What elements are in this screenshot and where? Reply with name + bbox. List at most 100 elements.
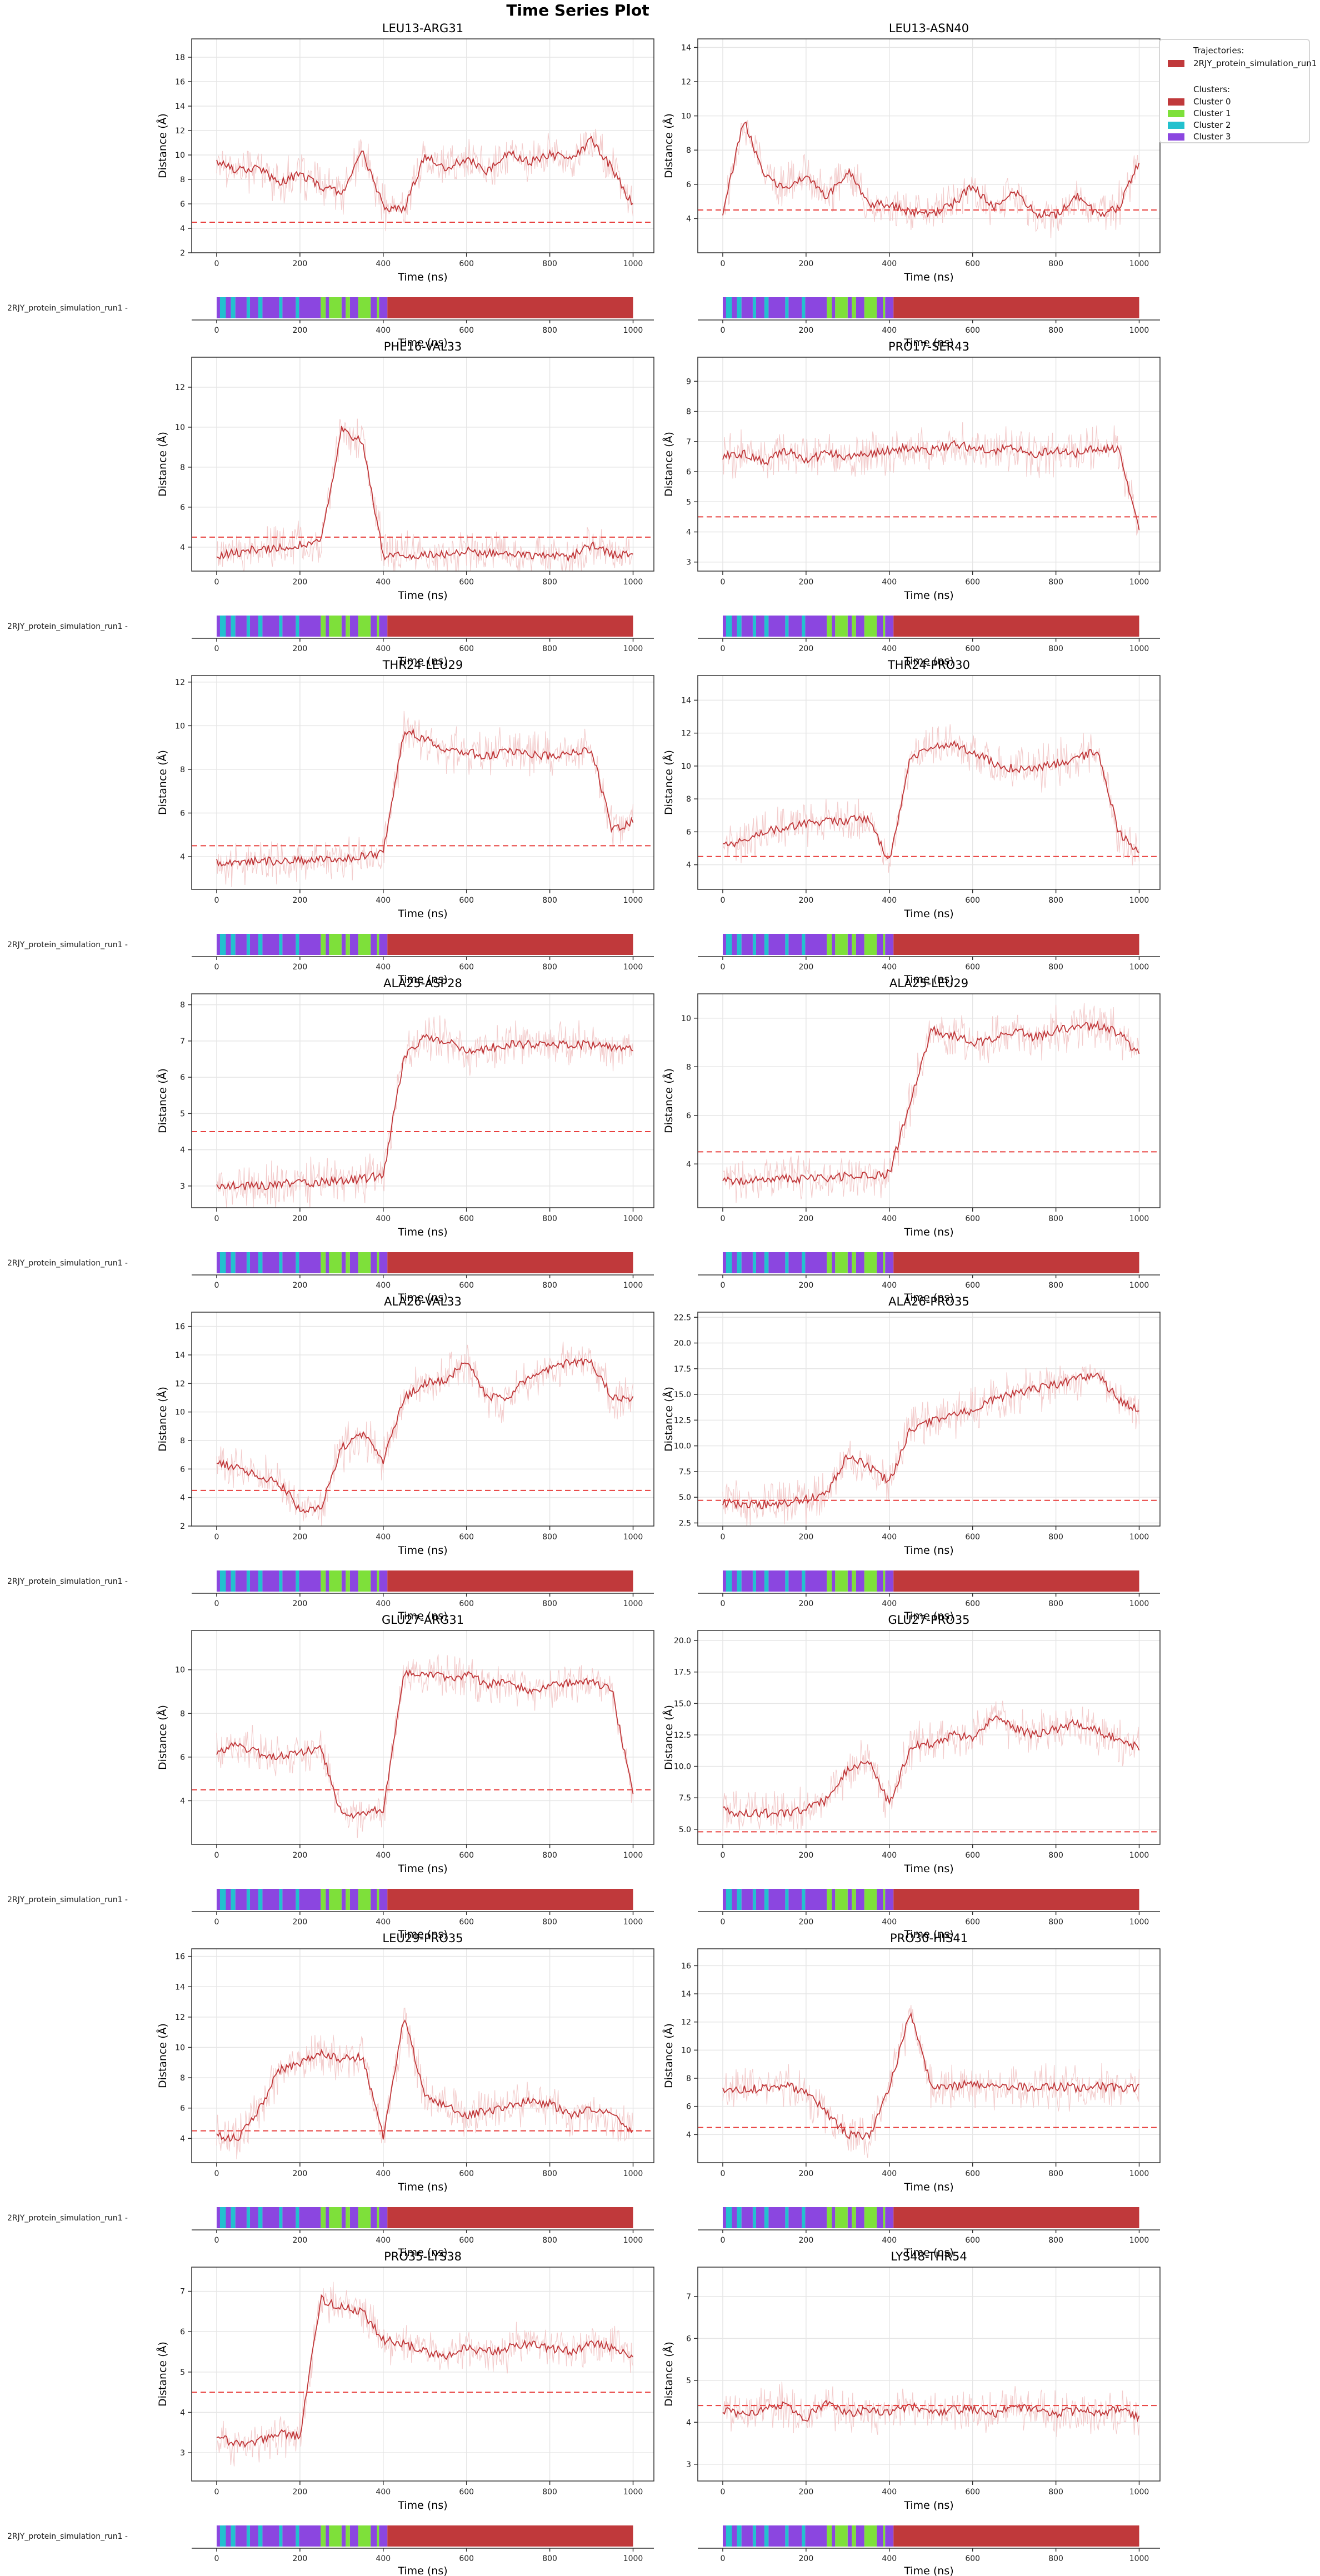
cluster-segment	[802, 1570, 806, 1592]
cluster-segment	[756, 1889, 764, 1910]
cluster-segment	[358, 1570, 371, 1592]
y-tick-label: 4	[686, 214, 691, 223]
timeline-tick-label: 600	[965, 1599, 980, 1608]
x-tick-label: 0	[721, 2169, 726, 2178]
x-tick-label: 400	[882, 1851, 897, 1860]
cluster-segment	[226, 934, 231, 955]
cluster-segment	[852, 297, 856, 318]
cluster-segment	[282, 297, 296, 318]
legend-cluster-entry: Cluster 0	[1168, 97, 1231, 107]
x-tick-label: 1000	[623, 1851, 643, 1860]
cluster-segment	[296, 616, 299, 637]
cluster-segment	[835, 1570, 848, 1592]
cluster-segment	[877, 1889, 883, 1910]
cluster-timeline: 0 200 400 600 800 1000 Time (ns)	[698, 1570, 1160, 1622]
cluster-segment	[219, 2207, 226, 2228]
y-tick-label: 8	[686, 146, 691, 155]
y-tick-label: 17.5	[674, 1668, 691, 1677]
x-tick-label: 600	[459, 1851, 474, 1860]
cluster-segment	[832, 1889, 836, 1910]
y-axis-label: Distance (Å)	[662, 2342, 675, 2407]
plot-frame	[191, 2267, 654, 2482]
cluster-segment	[379, 1570, 388, 1592]
timeline-tick-label: 0	[214, 1599, 219, 1608]
x-tick-label: 400	[882, 896, 897, 905]
cluster-segment	[387, 2207, 633, 2228]
cluster-segment	[856, 616, 864, 637]
timeline-tick-label: 800	[542, 1599, 557, 1608]
y-tick-label: 12	[175, 678, 185, 687]
x-tick-label: 800	[1048, 896, 1063, 905]
x-tick-label: 400	[376, 1214, 391, 1223]
cluster-segment	[864, 1889, 877, 1910]
cluster-segment	[883, 297, 886, 318]
cluster-segment	[847, 297, 852, 318]
cluster-segment	[877, 616, 883, 637]
cluster-segment	[321, 1252, 326, 1273]
cluster-segment	[231, 934, 236, 955]
raw-distance-trace	[722, 1700, 1140, 1836]
cluster-segment	[832, 2525, 836, 2547]
x-tick-label: 1000	[623, 578, 643, 587]
x-tick-label: 200	[293, 2169, 308, 2178]
cluster-segment	[219, 1252, 226, 1273]
x-tick-label: 0	[721, 259, 726, 268]
cluster-segment	[346, 2525, 350, 2547]
cluster-segment	[805, 616, 827, 637]
plot-area	[192, 1630, 654, 1844]
x-tick-label: 800	[542, 2169, 557, 2178]
cluster-segment	[893, 2207, 1139, 2228]
cluster-segment	[852, 2525, 856, 2547]
cluster-segment	[341, 1889, 346, 1910]
cluster-segment	[722, 297, 726, 318]
y-tick-label: 12	[175, 1379, 185, 1388]
cluster-segment	[802, 297, 806, 318]
plot-area	[192, 994, 654, 1208]
cluster-segment	[827, 2207, 832, 2228]
y-tick-label: 7.5	[679, 1794, 691, 1803]
legend-cluster-label: Cluster 3	[1193, 132, 1231, 142]
x-tick-label: 0	[721, 896, 726, 905]
cluster-segment	[852, 1570, 856, 1592]
cluster-timeline: 0 200 400 600 800 1000 Time (ns) 2RJY_protein_s…	[7, 2525, 654, 2576]
y-tick-label: 14	[175, 1351, 185, 1360]
timeline-tick-label: 800	[1048, 644, 1063, 653]
cluster-segment	[885, 1889, 894, 1910]
cluster-segment	[299, 2207, 321, 2228]
timeline-tick-label: 400	[882, 2236, 897, 2245]
cluster-segment	[835, 934, 848, 955]
cluster-segment	[371, 1889, 377, 1910]
cluster-segment	[346, 934, 350, 955]
plot-frame	[191, 357, 654, 572]
cluster-segment	[788, 2525, 802, 2547]
timeline-tick-label: 600	[459, 2236, 474, 2245]
y-tick-label: 6	[686, 2103, 691, 2112]
cluster-segment	[329, 1252, 342, 1273]
cluster-segment	[219, 616, 226, 637]
cluster-segment	[832, 1570, 836, 1592]
timeline-axis-label: Time (ns)	[397, 1928, 447, 1940]
cluster-segment	[726, 616, 732, 637]
cluster-segment	[321, 297, 326, 318]
x-tick-label: 600	[965, 259, 980, 268]
cluster-segment	[893, 297, 1139, 318]
x-tick-label: 400	[882, 259, 897, 268]
timeline-tick-label: 600	[965, 963, 980, 972]
x-tick-label: 1000	[1129, 2169, 1149, 2178]
x-axis-label: Time (ns)	[903, 2499, 953, 2512]
cluster-segment	[732, 297, 737, 318]
cluster-segment	[346, 1252, 350, 1273]
cluster-segment	[827, 1570, 832, 1592]
timeline-tick-label: 0	[214, 1918, 219, 1927]
y-axis-label: Distance (Å)	[662, 1705, 675, 1770]
cluster-segment	[732, 2525, 737, 2547]
y-tick-label: 14	[681, 696, 691, 705]
x-tick-label: 800	[542, 1533, 557, 1542]
plot-frame	[697, 993, 1161, 1208]
timeline-trajectory-label: 2RJY_protein_simulation_run1 -	[7, 1259, 128, 1268]
x-axis-label: Time (ns)	[397, 271, 447, 283]
cluster-segment	[893, 2525, 1139, 2547]
cluster-segment	[737, 616, 742, 637]
cluster-segment	[358, 2207, 371, 2228]
